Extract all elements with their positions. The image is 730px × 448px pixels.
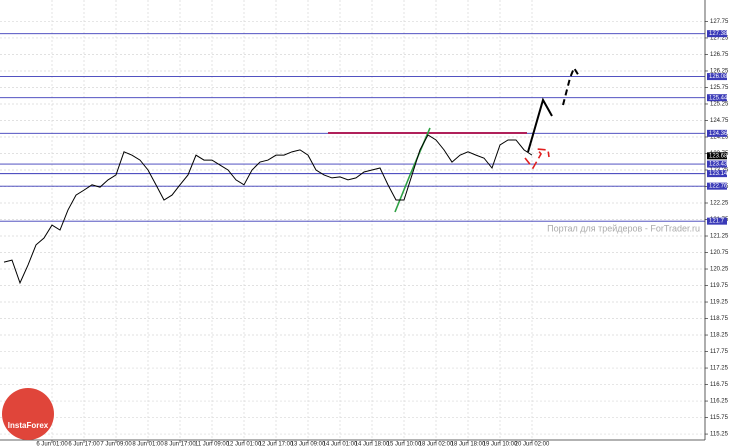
- price-plot: [3, 134, 533, 285]
- y-tick-label: 117.25: [710, 366, 729, 372]
- x-tick-label: 6 Jun 01:00: [36, 442, 68, 448]
- level-label-box: [707, 182, 727, 190]
- y-tick-label: 125.75: [710, 85, 729, 91]
- x-tick-label: 19 Jun 10:00: [483, 442, 518, 448]
- y-tick-label: 120.25: [710, 267, 729, 273]
- y-tick-label: 124.75: [710, 118, 729, 124]
- watermark: Портал для трейдеров - ForTrader.ru: [547, 223, 700, 233]
- y-tick-label: 124.25: [710, 135, 729, 141]
- x-tick-label: 20 Jun 02:00: [515, 442, 550, 448]
- y-tick-label: 117.75: [710, 349, 729, 355]
- x-tick-label: 18 Jun 18:00: [451, 442, 486, 448]
- y-tick-label: 127.75: [710, 19, 729, 25]
- x-tick-label: 8 Jun 01:00: [132, 442, 164, 448]
- y-tick-label: 118.75: [710, 316, 729, 322]
- level-label: 122.76: [709, 184, 728, 190]
- level-label-box: [707, 129, 727, 137]
- logo-badge: [2, 388, 54, 440]
- x-tick-label: 8 Jun 17:00: [164, 442, 196, 448]
- x-tick-label: 13 Jun 09:00: [291, 442, 326, 448]
- y-tick-label: 125.25: [710, 102, 729, 108]
- level-label: 123.14: [709, 171, 728, 177]
- price-label-box: [707, 152, 727, 160]
- x-tick-label: 14 Jun 01:00: [323, 442, 358, 448]
- y-tick-label: 115.75: [710, 415, 729, 421]
- level-label-box: [707, 170, 727, 178]
- level-label-box: [707, 73, 727, 81]
- y-tick-label: 126.25: [710, 69, 729, 75]
- y-tick-label: 120.75: [710, 250, 729, 256]
- y-tick-label: 118.25: [710, 333, 729, 339]
- x-tick-label: 18 Jun 02:00: [419, 442, 454, 448]
- y-tick-label: 127.25: [710, 36, 729, 42]
- price-label: 123.68: [709, 153, 728, 159]
- x-tick-label: 7 Jun 09:00: [100, 442, 132, 448]
- level-label-box: [707, 94, 727, 102]
- y-tick-label: 119.75: [710, 283, 729, 289]
- level-label: 127.38: [709, 31, 728, 37]
- level-label-box: [707, 217, 727, 225]
- y-tick-label: 115.25: [710, 432, 729, 438]
- level-label: 124.36: [709, 131, 728, 137]
- x-tick-label: 14 Jun 18:00: [355, 442, 390, 448]
- y-tick-label: 121.25: [710, 234, 729, 240]
- levels: [0, 33, 705, 222]
- y-tick-label: 126.75: [710, 52, 729, 58]
- y-tick-label: 122.25: [710, 201, 729, 207]
- y-tick-label: 119.25: [710, 300, 729, 306]
- logo-text: InstaForex: [8, 421, 49, 430]
- x-tick-label: 12 Jun 17:00: [259, 442, 294, 448]
- x-tick-label: 12 Jun 01:00: [227, 442, 262, 448]
- forecast-arrow: [527, 97, 553, 153]
- level-label: 123.43: [709, 162, 728, 168]
- level-label: 125.44: [709, 95, 728, 101]
- y-tick-label: 116.25: [710, 399, 729, 405]
- level-label-box: [707, 160, 727, 168]
- y-tick-label: 116.75: [710, 382, 729, 388]
- price-line: [3, 134, 533, 285]
- x-tick-label: 6 Jun 17:00: [68, 442, 100, 448]
- x-tick-label: 11 Jun 09:00: [195, 442, 230, 448]
- x-tick-label: 15 Jun 10:00: [387, 442, 422, 448]
- level-label: 126.08: [709, 74, 728, 80]
- level-label-box: [707, 30, 727, 38]
- forecast-arrow-dashed: [562, 65, 580, 106]
- level-label: 121.7: [709, 219, 725, 225]
